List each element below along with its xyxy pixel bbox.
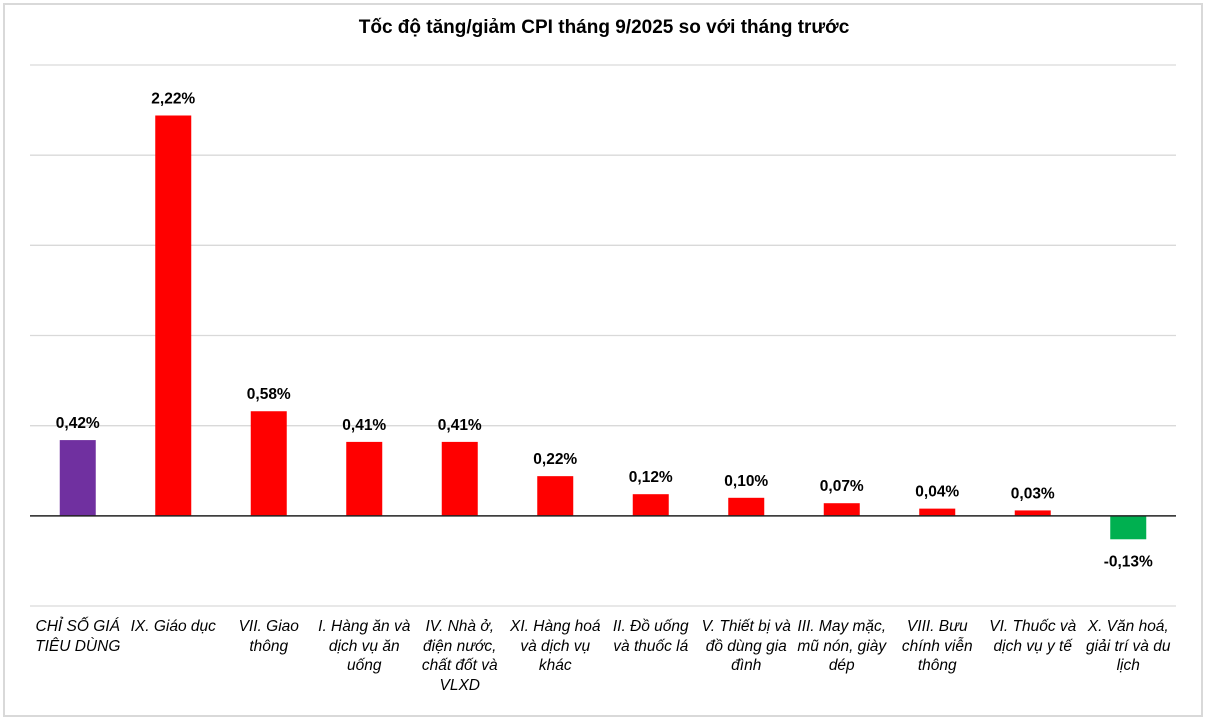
category-label: VII. Giao thông [238, 618, 299, 655]
category-label: II. Đồ uống và thuốc lá [612, 618, 689, 655]
data-label: 0,22% [533, 451, 577, 468]
category-label: CHỈ SỐ GIÁ TIÊU DÙNG [35, 618, 121, 655]
category-label: IV. Nhà ở, điện nước, chất đốt và VLXD [421, 618, 498, 694]
bar [537, 476, 574, 516]
category-label: III. May mặc, mũ nón, giày dép [797, 618, 887, 674]
data-label: 0,03% [1011, 485, 1055, 502]
category-label: I. Hàng ăn và dịch vụ ăn uống [318, 618, 411, 674]
data-label: 0,07% [820, 478, 864, 495]
bar [59, 440, 96, 516]
bar [441, 441, 478, 516]
bar [155, 115, 192, 516]
category-label: VIII. Bưu chính viễn thông [901, 618, 973, 674]
data-label: 0,04% [915, 484, 959, 501]
bar [728, 497, 765, 516]
category-label: VI. Thuốc và dịch vụ y tế [989, 618, 1077, 655]
bar [1110, 515, 1147, 540]
category-label: V. Thiết bị và đồ dùng gia đình [701, 618, 791, 674]
data-label: 0,41% [438, 417, 482, 434]
category-label: IX. Giáo dục [130, 618, 216, 635]
category-label: XI. Hàng hoá và dịch vụ khác [510, 618, 601, 674]
bar [632, 494, 669, 516]
bar [823, 503, 860, 516]
bar [346, 441, 383, 516]
data-label: 0,58% [247, 386, 291, 403]
bar [919, 508, 956, 516]
bar [1014, 510, 1051, 516]
data-label: 0,42% [56, 415, 100, 432]
bar [250, 411, 287, 516]
category-label: X. Văn hoá, giải trí và du lịch [1086, 618, 1171, 674]
data-label: 0,41% [342, 417, 386, 434]
chart-frame [3, 3, 1203, 717]
data-label: 0,10% [724, 473, 768, 490]
data-label: -0,13% [1104, 553, 1153, 570]
chart-title: Tốc độ tăng/giảm CPI tháng 9/2025 so với… [358, 17, 850, 38]
data-label: 2,22% [151, 90, 195, 107]
data-label: 0,12% [629, 469, 673, 486]
